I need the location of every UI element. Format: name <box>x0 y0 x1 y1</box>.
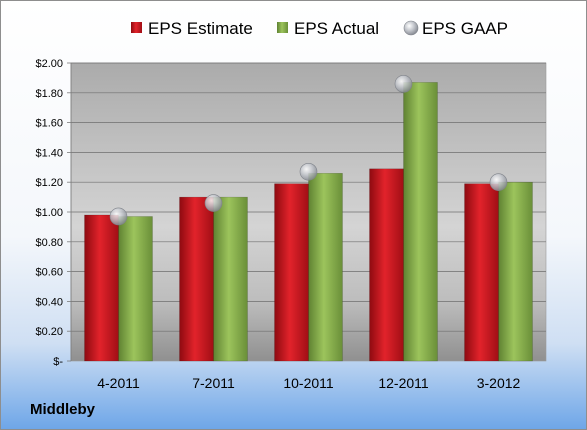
legend-swatch-eps-actual <box>277 22 288 33</box>
bar-eps-estimate-3-2012 <box>464 183 499 362</box>
marker-eps-gaap-3-2012 <box>489 173 508 191</box>
bar-eps-actual-4-2011 <box>118 216 153 362</box>
marker-eps-gaap-7-2011 <box>204 194 223 212</box>
y-tick-label: $0.20 <box>35 326 63 338</box>
legend-label-eps-gaap: EPS GAAP <box>422 19 508 38</box>
bar-eps-estimate-12-2011 <box>369 168 404 362</box>
x-tick-label: 7-2011 <box>192 375 235 391</box>
marker-eps-gaap-12-2011 <box>394 75 413 93</box>
bar-eps-actual-7-2011 <box>213 196 248 362</box>
marker-eps-gaap-4-2011 <box>109 207 128 226</box>
bar-eps-actual-10-2011 <box>308 173 343 362</box>
legend-label-eps-actual: EPS Actual <box>294 19 379 38</box>
y-axis: $- $0.20 $0.40 $0.60 $0.80 $1.00 $1.20 $1.40 $1.… <box>35 58 72 368</box>
y-tick-label: $0.60 <box>35 267 63 279</box>
chart-legend: EPS Estimate EPS Actual EPS GAAP <box>131 19 508 38</box>
bars <box>84 82 533 362</box>
bar-eps-actual-3-2012 <box>498 181 533 362</box>
y-tick-label: $1.80 <box>35 88 63 100</box>
bar-eps-estimate-4-2011 <box>84 214 119 362</box>
bar-eps-estimate-7-2011 <box>179 196 214 362</box>
y-tick-label: $1.40 <box>35 147 63 159</box>
y-tick-label: $0.40 <box>35 296 63 308</box>
y-tick-label: $2.00 <box>35 58 63 70</box>
legend-swatch-eps-estimate <box>131 22 142 33</box>
x-tick-label: 10-2011 <box>283 375 334 391</box>
x-tick-label: 4-2011 <box>97 375 140 391</box>
y-tick-label: $1.00 <box>35 207 63 219</box>
x-tick-label: 3-2012 <box>477 375 521 391</box>
y-tick-label: $1.20 <box>35 177 63 189</box>
marker-eps-gaap-10-2011 <box>299 162 318 181</box>
bar-eps-estimate-10-2011 <box>274 183 309 362</box>
legend-swatch-eps-gaap <box>403 20 419 36</box>
y-tick-label: $1.60 <box>35 118 63 130</box>
gaap-markers <box>109 75 508 226</box>
y-tick-label: $- <box>53 356 63 368</box>
x-axis: 4-2011 7-2011 10-2011 12-2011 3-2012 <box>97 375 520 391</box>
legend-label-eps-estimate: EPS Estimate <box>148 19 253 38</box>
company-name: Middleby <box>30 401 96 418</box>
x-tick-label: 12-2011 <box>378 375 429 391</box>
y-tick-label: $0.80 <box>35 237 63 249</box>
bar-eps-actual-12-2011 <box>403 82 438 362</box>
